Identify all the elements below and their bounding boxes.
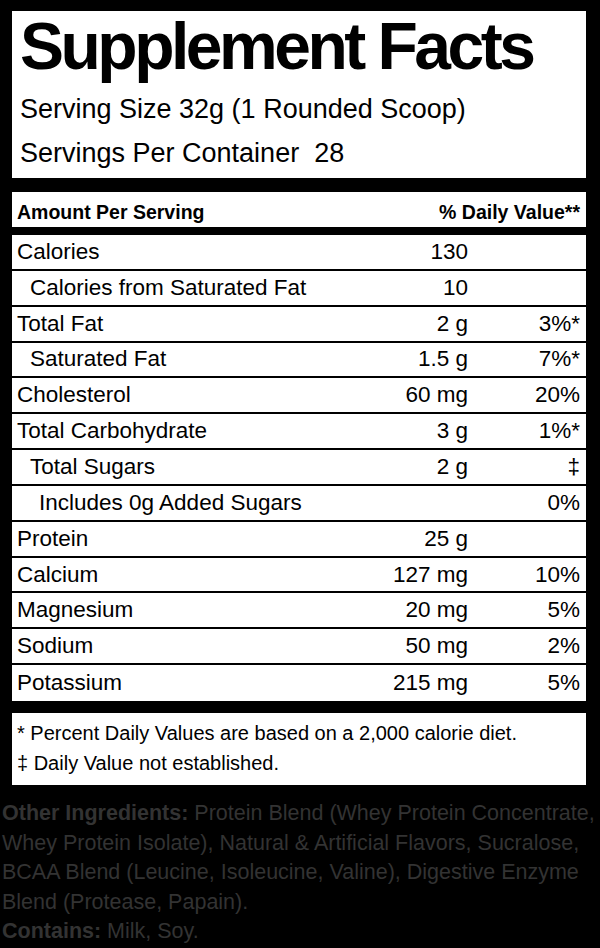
other-ingredients-text: Protein Blend (Whey Protein Concentrate, (188, 801, 594, 825)
nutrient-dv: 5% (547, 670, 580, 696)
nutrient-dv: 5% (547, 597, 580, 623)
nutrient-amount: 25 g (424, 526, 468, 552)
serving-size-text: Serving Size 32g (1 Rounded Scoop) (20, 93, 466, 125)
nutrient-amount: 2 g (437, 454, 468, 480)
nutrient-dv: 7%* (539, 346, 580, 372)
servings-per-container-text: Servings Per Container 28 (20, 137, 344, 169)
nutrient-name: Total Sugars (12, 454, 155, 480)
nutrient-dv: 0% (547, 490, 580, 516)
nutrient-row: Cholesterol 60 mg 20% (12, 378, 586, 414)
nutrient-name: Calcium (12, 562, 98, 588)
nutrient-amount: 20 mg (405, 597, 468, 623)
nutrient-row: Sodium 50 mg 2% (12, 629, 586, 665)
nutrient-row: Calories from Saturated Fat 10 (12, 271, 586, 307)
nutrient-dv: 2% (547, 633, 580, 659)
nutrient-name: Sodium (12, 633, 93, 659)
nutrient-amount: 1.5 g (418, 346, 468, 372)
nutrient-name: Potassium (12, 670, 122, 696)
contains-label: Contains: (2, 919, 101, 943)
contains-line: Contains: Milk, Soy. (2, 917, 600, 947)
nutrient-row: Total Sugars 2 g ‡ (12, 450, 586, 486)
nutrient-amount: 130 (430, 239, 468, 265)
nutrient-name: Protein (12, 526, 88, 552)
nutrient-name: Cholesterol (12, 382, 131, 408)
other-ingredients-label: Other Ingredients: (2, 801, 188, 825)
nutrient-amount: 2 g (437, 311, 468, 337)
other-ingredients-line: Other Ingredients: Protein Blend (Whey P… (2, 799, 600, 829)
nutrient-name: Saturated Fat (12, 346, 166, 372)
thick-divider-top (12, 178, 586, 192)
supplement-facts-label: Supplement Facts Serving Size 32g (1 Rou… (0, 0, 600, 948)
column-header-amount: Amount Per Serving (17, 201, 204, 224)
nutrient-name: Magnesium (12, 597, 133, 623)
other-ingredients-line: Whey Protein Isolate), Natural & Artific… (2, 829, 600, 859)
footnote-not-established: ‡ Daily Value not established. (17, 751, 279, 776)
nutrient-row: Protein 25 g (12, 522, 586, 558)
nutrient-row: Potassium 215 mg 5% (12, 665, 586, 701)
nutrient-row: Magnesium 20 mg 5% (12, 593, 586, 629)
nutrient-table: Calories 130 Calories from Saturated Fat… (12, 235, 586, 701)
nutrient-amount: 10 (443, 275, 468, 301)
nutrient-amount: 3 g (437, 418, 468, 444)
other-ingredients-section: Other Ingredients: Protein Blend (Whey P… (2, 799, 600, 947)
nutrient-amount: 215 mg (393, 670, 468, 696)
nutrient-amount: 50 mg (405, 633, 468, 659)
nutrient-dv: 3%* (539, 311, 580, 337)
nutrient-row: Saturated Fat 1.5 g 7%* (12, 343, 586, 379)
nutrient-row: Calories 130 (12, 235, 586, 271)
nutrient-dv: ‡ (567, 454, 580, 480)
other-ingredients-line: Blend (Protease, Papain). (2, 888, 600, 918)
facts-panel: Supplement Facts Serving Size 32g (1 Rou… (12, 11, 586, 785)
nutrient-row: Total Carbohydrate 3 g 1%* (12, 414, 586, 450)
other-ingredients-line: BCAA Blend (Leucine, Isoleucine, Valine)… (2, 858, 600, 888)
nutrient-amount: 127 mg (393, 562, 468, 588)
contains-text: Milk, Soy. (101, 919, 199, 943)
nutrient-name: Includes 0g Added Sugars (12, 490, 302, 516)
nutrient-row: Total Fat 2 g 3%* (12, 307, 586, 343)
nutrient-name: Total Fat (12, 311, 103, 337)
nutrient-dv: 20% (535, 382, 580, 408)
nutrient-row: Includes 0g Added Sugars 0% (12, 486, 586, 522)
panel-title: Supplement Facts (20, 13, 532, 79)
nutrient-amount: 60 mg (405, 382, 468, 408)
nutrient-name: Calories (12, 239, 100, 265)
nutrient-name: Calories from Saturated Fat (12, 275, 306, 301)
nutrient-dv: 1%* (539, 418, 580, 444)
header-divider (12, 227, 586, 235)
nutrient-row: Calcium 127 mg 10% (12, 558, 586, 594)
footnote-percent-dv: * Percent Daily Values are based on a 2,… (17, 721, 517, 746)
nutrient-dv: 10% (535, 562, 580, 588)
column-header-daily-value: % Daily Value** (439, 201, 580, 224)
thick-divider-bottom (12, 701, 586, 713)
nutrient-name: Total Carbohydrate (12, 418, 207, 444)
